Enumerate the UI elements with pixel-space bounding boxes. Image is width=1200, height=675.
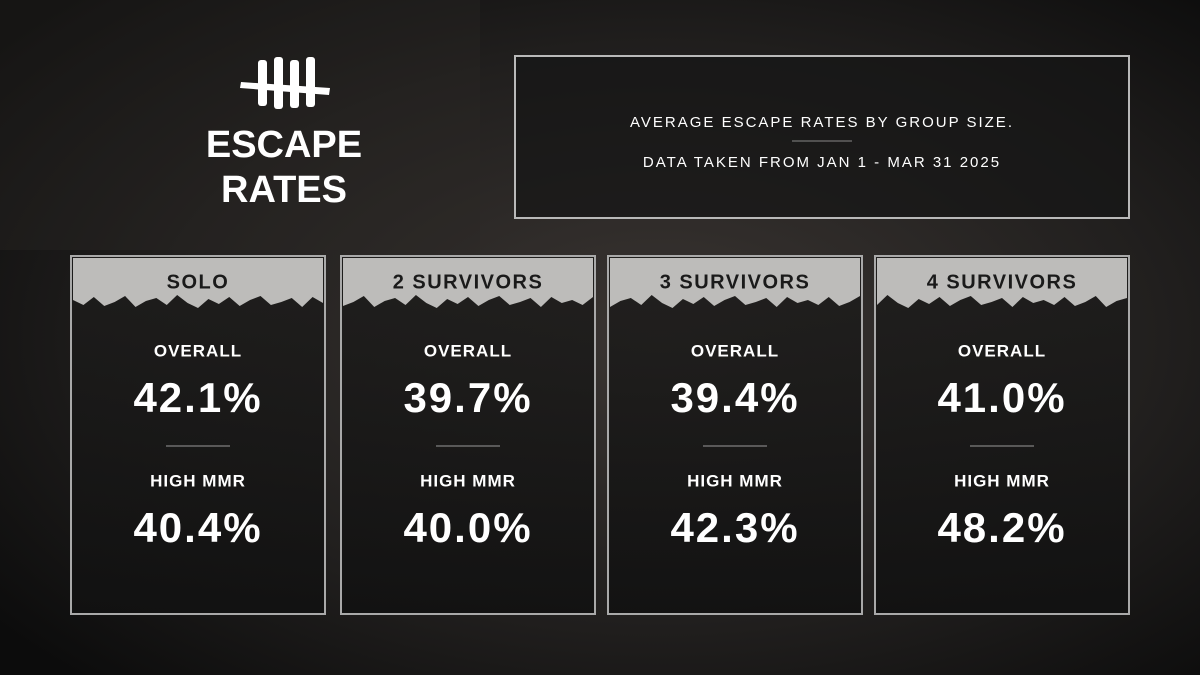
overall-value: 39.4% bbox=[670, 374, 799, 421]
high-label: HIGH MMR bbox=[954, 471, 1050, 490]
card bbox=[70, 255, 326, 615]
high-label: HIGH MMR bbox=[150, 471, 246, 490]
overall-label: OVERALL bbox=[691, 341, 779, 360]
info-line: DATA TAKEN FROM JAN 1 - MAR 31 2025 bbox=[643, 154, 1001, 171]
high-value: 40.0% bbox=[403, 504, 532, 551]
logo bbox=[240, 57, 330, 109]
card-header bbox=[343, 258, 593, 308]
card-header bbox=[73, 258, 323, 308]
info-line: AVERAGE ESCAPE RATES BY GROUP SIZE. bbox=[630, 114, 1014, 131]
card bbox=[340, 255, 596, 615]
cards: SOLO OVERALL 42.1% HIGH MMR 40.4% 2 SURVIVORS… bbox=[70, 255, 1130, 615]
overall-value: 39.7% bbox=[403, 374, 532, 421]
card-header bbox=[877, 258, 1127, 308]
card-title: SOLO bbox=[167, 271, 230, 293]
overall-label: OVERALL bbox=[424, 341, 512, 360]
title-line: RATES bbox=[221, 169, 347, 211]
overall-label: OVERALL bbox=[154, 341, 242, 360]
high-value: 40.4% bbox=[133, 504, 262, 551]
card-title: 3 SURVIVORS bbox=[660, 271, 811, 293]
high-label: HIGH MMR bbox=[420, 471, 516, 490]
card bbox=[874, 255, 1130, 615]
high-value: 48.2% bbox=[937, 504, 1066, 551]
high-value: 42.3% bbox=[670, 504, 799, 551]
bg-texture bbox=[0, 0, 480, 250]
info-box bbox=[514, 55, 1130, 219]
card-header bbox=[610, 258, 860, 308]
overall-value: 42.1% bbox=[133, 374, 262, 421]
high-label: HIGH MMR bbox=[687, 471, 783, 490]
overall-value: 41.0% bbox=[937, 374, 1066, 421]
card-title: 2 SURVIVORS bbox=[393, 271, 544, 293]
overall-label: OVERALL bbox=[958, 341, 1046, 360]
card-title: 4 SURVIVORS bbox=[927, 271, 1078, 293]
title-line: ESCAPE bbox=[206, 124, 362, 166]
card bbox=[607, 255, 863, 615]
